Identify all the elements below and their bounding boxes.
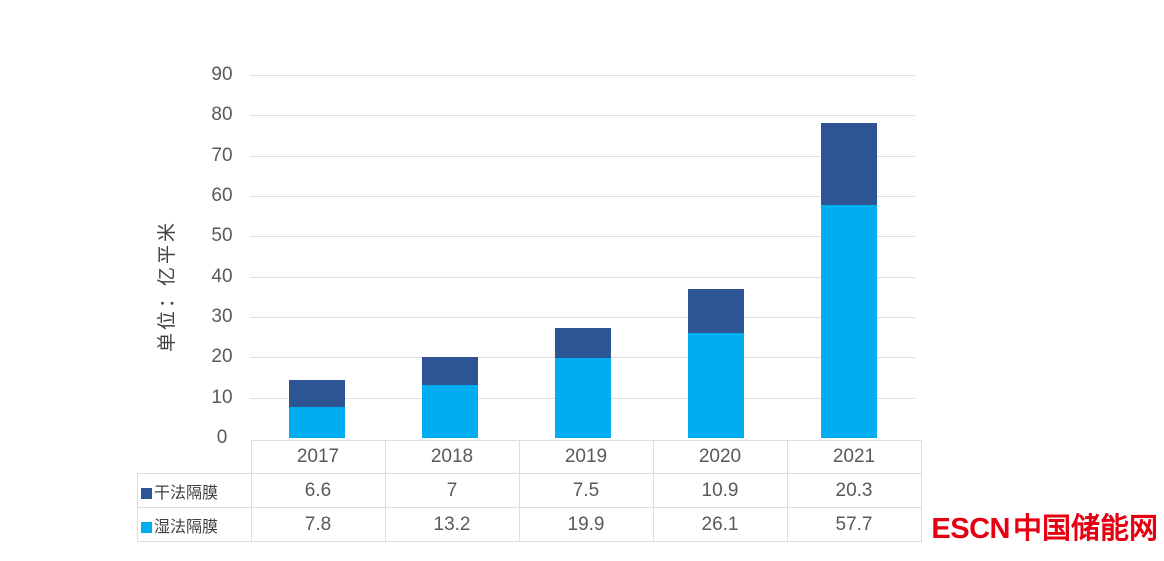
bar-stack-2021 [820, 123, 877, 438]
legend-label: 干法隔膜 [154, 484, 219, 502]
bar-segment-干法隔膜-2018 [421, 356, 478, 385]
value-cell-干法隔膜-2018: 7 [384, 473, 520, 508]
bar-column-2017 [250, 379, 383, 438]
escn-logo-latin: ESCN [931, 513, 1010, 545]
value-cell-湿法隔膜-2018: 13.2 [384, 507, 520, 542]
escn-logo-cjk: 中国储能网 [1012, 513, 1158, 545]
year-header-2018: 2018 [384, 440, 520, 474]
legend-swatch-icon [141, 487, 152, 499]
value-cell-湿法隔膜-2017: 7.8 [250, 507, 386, 542]
table-corner-cell [138, 441, 252, 474]
legend-cell-湿法隔膜: 湿法隔膜 [137, 507, 252, 542]
y-tick-30: 30 [211, 306, 233, 327]
bar-column-2021 [782, 123, 915, 438]
bar-column-2020 [649, 288, 782, 438]
bar-column-2019 [516, 327, 649, 438]
value-cell-湿法隔膜-2019: 19.9 [518, 507, 654, 542]
escn-logo: ESCN 中国储能网 [931, 512, 1158, 546]
gridline-y80 [250, 115, 915, 117]
legend-swatch-icon [141, 521, 152, 533]
y-tick-60: 60 [211, 185, 233, 206]
bar-segment-湿法隔膜-2019 [554, 357, 611, 438]
year-header-2017: 2017 [250, 440, 386, 474]
gridline-y40 [250, 276, 915, 278]
bar-segment-干法隔膜-2017 [288, 379, 345, 407]
bar-segment-干法隔膜-2021 [820, 123, 877, 206]
gridline-y50 [250, 236, 915, 238]
y-tick-10: 10 [211, 386, 233, 408]
bar-segment-湿法隔膜-2020 [687, 332, 744, 438]
legend-cell-干法隔膜: 干法隔膜 [137, 473, 252, 508]
bar-segment-干法隔膜-2020 [687, 288, 744, 333]
value-cell-干法隔膜-2021: 20.3 [786, 473, 922, 508]
bar-segment-干法隔膜-2019 [554, 327, 611, 358]
data-table: 2017 2018 2019 2020 2021 干法隔膜 6.6 7 7.5 10.9 20.3 湿… [137, 440, 922, 542]
y-tick-80: 80 [211, 104, 233, 126]
y-tick-0: 0 [216, 427, 228, 448]
bar-stack-2017 [288, 379, 345, 438]
gridline-y30 [250, 317, 915, 318]
value-cell-湿法隔膜-2020: 26.1 [652, 507, 788, 542]
y-axis-title: 单位：亿平米 [157, 220, 178, 353]
y-tick-70: 70 [211, 144, 233, 166]
bar-segment-湿法隔膜-2021 [820, 205, 877, 438]
bar-segment-湿法隔膜-2018 [421, 384, 478, 438]
plot-area [250, 75, 915, 438]
bar-segment-湿法隔膜-2017 [288, 406, 345, 438]
y-tick-90: 90 [211, 64, 233, 85]
value-cell-干法隔膜-2020: 10.9 [652, 473, 788, 508]
value-cell-湿法隔膜-2021: 57.7 [786, 507, 922, 542]
table-row-干法隔膜: 干法隔膜 6.6 7 7.5 10.9 20.3 [137, 473, 922, 508]
value-cell-干法隔膜-2017: 6.6 [250, 473, 386, 508]
bar-stack-2018 [421, 356, 478, 438]
year-header-2021: 2021 [786, 440, 922, 474]
gridline-y90 [250, 75, 915, 76]
bar-column-2018 [383, 356, 516, 438]
value-cell-干法隔膜-2019: 7.5 [518, 473, 654, 508]
year-header-2019: 2019 [518, 440, 654, 474]
table-row-湿法隔膜: 湿法隔膜 7.8 13.2 19.9 26.1 57.7 [137, 507, 922, 542]
gridline-y60 [250, 196, 915, 197]
year-header-2020: 2020 [652, 440, 788, 474]
y-tick-20: 20 [211, 346, 233, 368]
bar-stack-2019 [554, 327, 611, 438]
y-tick-50: 50 [211, 225, 233, 247]
y-tick-40: 40 [211, 265, 233, 287]
bar-stack-2020 [687, 288, 744, 438]
legend-label: 湿法隔膜 [154, 518, 219, 536]
gridline-y70 [250, 155, 915, 157]
